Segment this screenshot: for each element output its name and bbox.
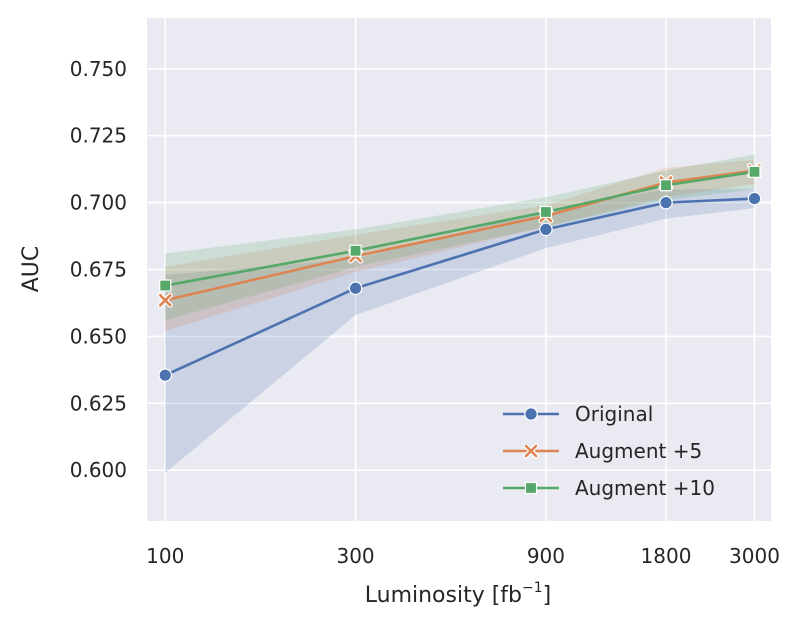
data-point	[659, 179, 673, 192]
data-point	[157, 292, 173, 308]
x-axis-title-exponent: −1	[522, 580, 543, 596]
data-point	[747, 191, 762, 206]
legend: Original Augment +5 Augment +10	[503, 402, 715, 500]
series-markers	[157, 163, 762, 382]
confidence-band	[165, 189, 755, 473]
y-tick-label: 0.700	[70, 191, 127, 215]
x-tick-label: 1800	[641, 544, 692, 568]
y-tick-label: 0.675	[70, 258, 127, 282]
data-point	[539, 222, 553, 237]
x-axis-ticks: 100 300 900 1800 3000	[146, 544, 780, 568]
y-tick-label: 0.600	[70, 458, 127, 482]
confidence-bands	[165, 154, 755, 473]
data-point	[748, 165, 761, 178]
legend-marker	[523, 443, 539, 459]
x-axis-title: Luminosity [fb−1]	[365, 580, 552, 608]
legend-label: Augment +10	[575, 476, 715, 500]
data-point	[349, 244, 362, 257]
legend-entry: Augment +10	[503, 476, 715, 500]
legend-marker	[524, 481, 538, 495]
x-axis-title-end: ]	[543, 583, 552, 608]
confidence-band	[165, 154, 755, 321]
legend-label: Augment +5	[575, 439, 702, 463]
y-tick-label: 0.725	[70, 124, 127, 148]
y-tick-label: 0.625	[70, 391, 127, 415]
y-axis-ticks: 0.600 0.625 0.650 0.675 0.700 0.725 0.750	[70, 57, 127, 482]
y-tick-label: 0.650	[70, 324, 127, 348]
data-point	[158, 368, 173, 382]
x-tick-label: 100	[146, 544, 184, 568]
legend-marker	[524, 407, 538, 421]
legend-entry: Original	[503, 402, 653, 426]
legend-entry: Augment +5	[503, 439, 702, 463]
x-tick-label: 900	[527, 544, 565, 568]
x-tick-label: 3000	[729, 544, 780, 568]
legend-label: Original	[575, 402, 653, 426]
data-point	[659, 195, 673, 210]
y-axis-title: AUC	[19, 246, 44, 293]
y-tick-label: 0.750	[70, 57, 127, 81]
x-tick-label: 300	[336, 544, 374, 568]
x-axis-title-main: Luminosity [fb	[365, 583, 522, 608]
data-point	[539, 205, 553, 219]
data-point	[159, 279, 172, 292]
data-point	[348, 281, 363, 296]
confidence-band	[165, 159, 755, 332]
